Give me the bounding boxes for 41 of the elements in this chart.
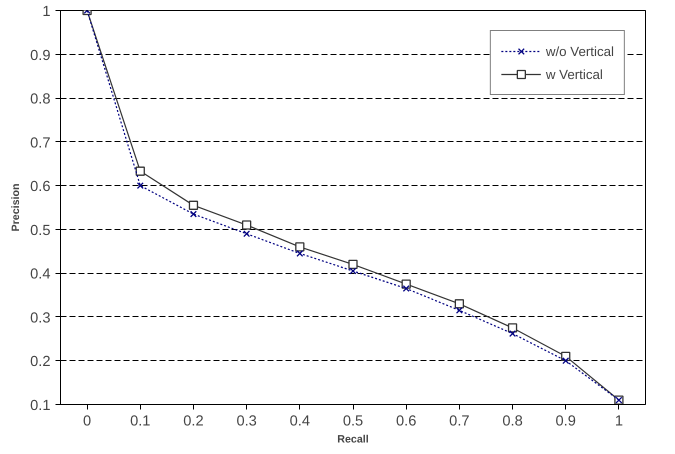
point	[243, 230, 250, 238]
point	[348, 260, 358, 270]
point	[296, 250, 304, 257]
legend-label: w Vertical	[546, 66, 603, 82]
y-tick-label: 1	[42, 4, 51, 20]
x-tick-label: 0.2	[183, 414, 204, 430]
point	[456, 306, 463, 314]
point	[188, 200, 198, 210]
y-tick-label: 0.2	[30, 354, 50, 370]
x-tick-label: 0.9	[556, 414, 576, 430]
x-tick-label: 0.3	[236, 414, 257, 430]
point	[454, 299, 464, 308]
y-tick-label: 0.8	[30, 92, 50, 108]
point	[562, 357, 570, 364]
x-tick-label: 0.6	[396, 414, 416, 430]
point	[242, 220, 252, 230]
y-tick-label: 0.7	[30, 135, 50, 152]
x-tick-label: 0.1	[130, 414, 150, 430]
x-tick-label: 0.4	[290, 414, 310, 430]
y-tick-label: 0.9	[30, 48, 50, 64]
y-axis-title: Precision	[10, 184, 22, 232]
x-tick-label: 0	[83, 414, 92, 430]
x-tick-label: 1	[614, 414, 623, 430]
y-tick-label: 0.1	[30, 398, 50, 414]
point	[136, 182, 144, 190]
x-axis-title: Recall	[337, 434, 369, 446]
x-tick-label: 0.7	[449, 414, 470, 430]
y-tick-label: 0.6	[30, 179, 50, 196]
y-tick-label: 0.3	[30, 310, 50, 326]
point	[190, 210, 197, 218]
point	[508, 323, 518, 333]
point	[350, 268, 356, 274]
point	[509, 330, 516, 338]
x-tick-label: 0.5	[342, 414, 364, 430]
point	[295, 242, 304, 252]
x-tick-label: 0.8	[502, 414, 523, 430]
y-tick-label: 0.4	[30, 266, 50, 283]
legend-label: w/o Vertical	[546, 44, 614, 58]
point	[402, 285, 410, 292]
point	[136, 166, 145, 176]
y-tick-label: 0.5	[30, 222, 50, 239]
